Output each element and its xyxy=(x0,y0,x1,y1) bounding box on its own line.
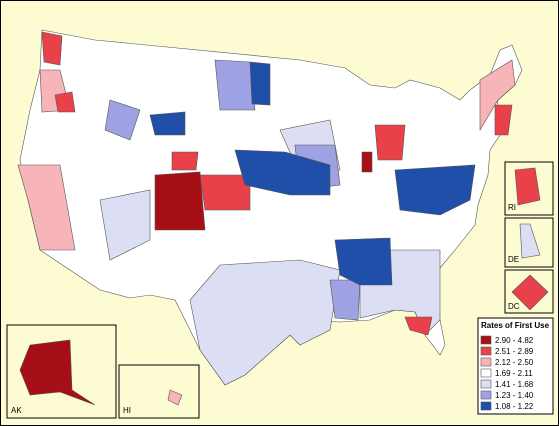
legend-swatch xyxy=(480,401,492,411)
legend-swatch xyxy=(480,346,492,356)
region xyxy=(249,61,271,106)
inset-shape xyxy=(514,167,541,206)
region xyxy=(361,151,373,173)
region xyxy=(149,111,186,136)
legend-label: 2.90 - 4.82 xyxy=(495,336,534,345)
legend-title: Rates of First Use xyxy=(481,321,550,330)
region xyxy=(394,164,476,216)
inset-label: HI xyxy=(123,406,131,415)
legend-swatch xyxy=(480,390,492,400)
region xyxy=(171,151,199,171)
region xyxy=(104,99,141,141)
legend-label: 1.41 - 1.68 xyxy=(495,380,534,389)
region xyxy=(189,259,341,386)
region xyxy=(494,104,513,136)
legend: Rates of First Use 2.90 - 4.82 2.51 - 2.8… xyxy=(477,317,554,415)
region xyxy=(54,91,76,113)
region xyxy=(199,174,251,211)
inset-label: DE xyxy=(508,255,519,264)
inset-shape xyxy=(511,274,549,311)
inset-label: DC xyxy=(508,302,520,311)
region xyxy=(41,31,63,66)
inset-box xyxy=(118,364,200,419)
region xyxy=(404,316,433,336)
inset-label: AK xyxy=(11,406,22,415)
legend-label: 1.08 - 1.22 xyxy=(495,402,534,411)
legend-label: 1.69 - 2.11 xyxy=(495,369,533,378)
regions xyxy=(17,31,516,386)
legend-label: 1.23 - 1.40 xyxy=(495,391,534,400)
legend-label: 2.12 - 2.50 xyxy=(495,358,534,367)
legend-swatch xyxy=(480,379,492,389)
region xyxy=(374,124,406,161)
inset-shape xyxy=(19,339,96,406)
region xyxy=(329,279,361,321)
legend-swatch xyxy=(480,357,492,367)
inset-label: RI xyxy=(508,203,516,212)
legend-label: 2.51 - 2.89 xyxy=(495,347,534,356)
region xyxy=(479,59,516,132)
region xyxy=(234,149,331,196)
inset-shape xyxy=(167,389,183,406)
region xyxy=(154,171,206,231)
region xyxy=(17,164,76,251)
legend-swatch xyxy=(480,335,492,345)
legend-swatch xyxy=(480,368,492,378)
region xyxy=(214,59,256,111)
region xyxy=(99,189,151,261)
inset-shape xyxy=(519,223,541,259)
region xyxy=(334,237,393,286)
